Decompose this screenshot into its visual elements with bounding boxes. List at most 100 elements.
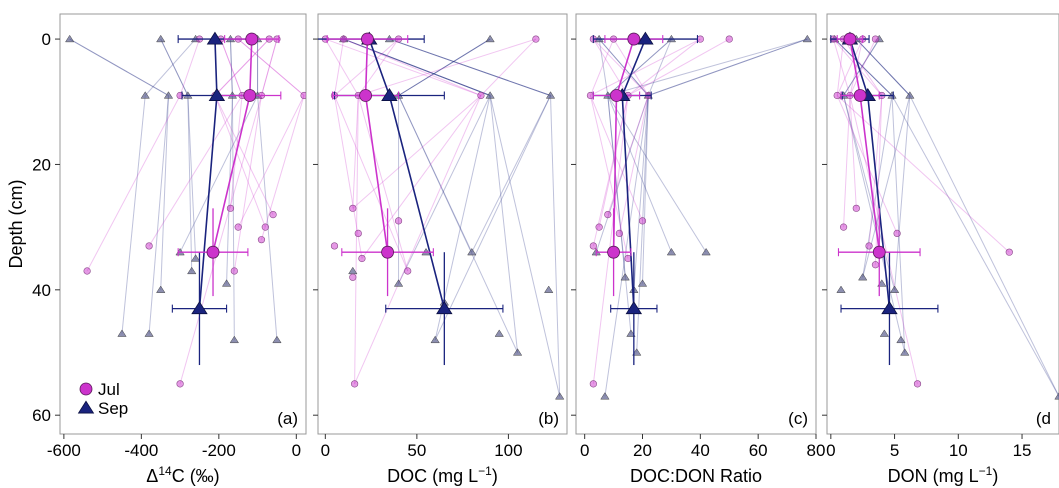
sep-profile-line [834,38,893,96]
plot-area [318,31,565,400]
x-tick-label: 100 [494,441,522,460]
sep-profile-line [607,95,626,278]
sep-point [802,34,812,43]
x-tick-label: 50 [407,441,426,460]
sep-profile-line [69,38,169,96]
x-tick-label: 0 [826,441,835,460]
x-tick-label: -400 [124,441,158,460]
x-tick-label: 40 [691,441,710,460]
sep-profile-line [160,38,189,96]
legend-label: Jul [98,380,120,399]
sep-profile-line [648,38,808,96]
panel-label: (d [1036,409,1051,428]
sep-profile-line [834,38,893,96]
jul-profile-line [237,95,305,228]
jul-profile-line [237,38,305,96]
sep-point [187,266,197,275]
sep-profile-line [489,95,561,397]
jul-profile-line [358,38,537,96]
jul-profile-line [214,95,266,228]
sep-profile-line [607,38,808,96]
sep-profile-line [642,95,649,284]
x-axis-title: DON (mg L−1) [888,464,999,486]
sep-point [156,34,166,43]
panel-frame [826,13,1059,435]
jul-mean-marker [853,89,867,102]
legend-sep-marker [77,400,95,414]
jul-mean-marker [872,245,886,259]
sep-profile-line [647,38,672,96]
sep-profile-line [633,95,649,290]
jul-profile-line [849,95,918,384]
jul-profile-line [836,95,898,234]
jul-profile-line [589,38,615,96]
jul-profile-line [179,38,200,96]
sep-profile-line [595,95,649,253]
sep-profile-line [843,38,880,96]
sep-profile-line [834,38,893,96]
panel-label: (b) [538,409,559,428]
jul-point [83,267,91,275]
jul-point [1005,248,1013,256]
jul-profile-line [148,95,243,247]
jul-point [595,223,603,231]
x-tick-label: 80 [807,441,826,460]
jul-point [176,380,184,388]
y-tick-label: 20 [32,155,51,174]
sep-profile-line [229,39,233,96]
y-tick-label: 60 [32,406,51,425]
jul-point [833,91,841,100]
jul-mean-marker [381,245,394,259]
sep-profile-line [398,38,491,96]
jul-point [477,91,485,100]
jul-point [300,91,306,100]
sep-mean-marker [206,31,224,45]
sep-profile-line [607,95,632,334]
jul-point [261,223,269,231]
panel-label: (a) [277,409,298,428]
sep-point [879,329,890,337]
sep-point [900,348,910,356]
sep-point [896,335,906,344]
sep-profile-line [229,39,233,96]
jul-profile-line [874,95,883,265]
jul-point [145,242,153,250]
sep-profile-line [389,38,551,96]
jul-point [638,217,647,225]
sep-mean-marker [881,301,898,315]
jul-profile-line [836,39,845,96]
jul-point [586,91,595,100]
jul-point [257,236,266,244]
sep-profile-line [179,95,259,253]
jul-profile-line [592,95,629,247]
jul-profile-line [233,95,262,272]
sep-point [858,273,868,281]
sep-point [430,335,440,344]
sep-profile-line [343,38,491,96]
jul-profile-line [627,38,701,96]
sep-point [836,285,846,293]
jul-point [604,210,612,219]
sep-point [485,91,495,99]
jul-profile-line [849,38,864,96]
jul-profile-line [361,95,482,259]
x-tick-label: -600 [47,441,81,460]
sep-point [65,34,75,43]
sep-profile-line [389,38,551,96]
jul-point [696,35,704,43]
x-tick-label: 10 [949,441,968,460]
sep-point [666,247,677,256]
sep-mean-marker [191,301,208,315]
sep-point [701,247,711,256]
sep-point [144,329,154,337]
jul-profile-line [260,95,305,240]
sep-point [512,348,523,356]
sep-profile-line [891,95,1059,397]
jul-profile-line [357,95,409,272]
x-tick-label: 60 [749,441,768,460]
sep-point [620,273,630,281]
sep-profile-line [550,95,561,397]
jul-point [865,242,873,250]
jul-profile-line [832,38,883,96]
jul-point [839,223,848,231]
